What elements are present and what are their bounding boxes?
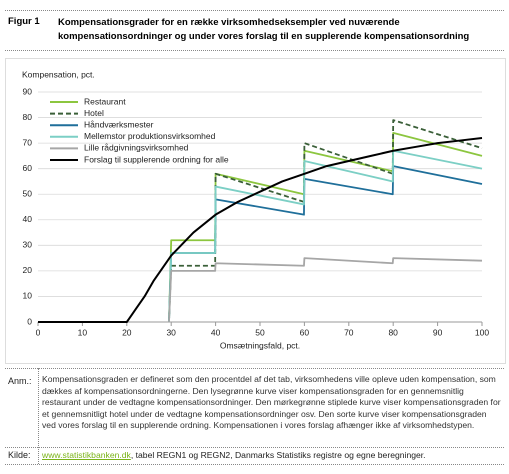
x-tick-label: 100 <box>475 327 489 337</box>
legend-label: Forslag til supplerende ordning for alle <box>84 154 229 164</box>
y-tick-label: 70 <box>23 137 33 147</box>
x-tick-label: 60 <box>300 327 310 337</box>
rule <box>5 10 504 11</box>
x-tick-label: 10 <box>78 327 88 337</box>
rule <box>5 447 504 448</box>
x-tick-label: 20 <box>122 327 132 337</box>
y-tick-label: 50 <box>23 188 33 198</box>
rule <box>5 368 504 369</box>
y-tick-label: 60 <box>23 163 33 173</box>
chart-frame <box>5 58 506 364</box>
rule <box>5 50 504 51</box>
legend-label: Håndværksmester <box>84 119 154 129</box>
series-line <box>38 137 483 323</box>
figure-title: Kompensationsgrader for en række virksom… <box>58 17 470 42</box>
rule <box>5 464 504 465</box>
y-tick-label: 20 <box>23 265 33 275</box>
figure-label: Figur 1 <box>8 16 40 27</box>
x-tick-label: 50 <box>255 327 265 337</box>
x-tick-label: 80 <box>388 327 398 337</box>
chart: Kompensation, pct. Omsætningsfald, pct. … <box>22 69 489 350</box>
note-label: Anm.: <box>8 376 32 386</box>
x-tick-label: 40 <box>211 327 221 337</box>
y-tick-label: 30 <box>23 240 33 250</box>
note-text: Kompensationsgraden er defineret som den… <box>42 374 501 431</box>
x-axis-label: Omsætningsfald, pct. <box>220 340 300 350</box>
source-text: , tabel REGN1 og REGN2, Danmarks Statist… <box>130 450 426 460</box>
legend-label: Hotel <box>84 108 104 118</box>
y-tick-label: 40 <box>23 214 33 224</box>
legend-label: Restaurant <box>84 96 126 106</box>
y-axis-label: Kompensation, pct. <box>22 69 95 79</box>
series-line <box>168 149 483 323</box>
x-tick-label: 90 <box>433 327 443 337</box>
source: www.statistikbanken.dk, tabel REGN1 og R… <box>42 450 426 460</box>
source-link[interactable]: www.statistikbanken.dk <box>42 450 131 460</box>
series-line <box>168 257 483 323</box>
y-tick-label: 90 <box>23 86 33 96</box>
legend-label: Lille rådgivningsvirksomhed <box>84 143 189 153</box>
legend-label: Mellemstor produktionsvirksomhed <box>84 131 216 141</box>
source-label: Kilde: <box>8 450 31 460</box>
x-tick-label: 30 <box>166 327 176 337</box>
x-tick-label: 70 <box>344 327 354 337</box>
rule <box>38 368 39 464</box>
y-tick-label: 10 <box>23 291 33 301</box>
y-tick-label: 80 <box>23 112 33 122</box>
y-tick-label: 0 <box>27 316 32 326</box>
x-tick-label: 0 <box>36 327 41 337</box>
